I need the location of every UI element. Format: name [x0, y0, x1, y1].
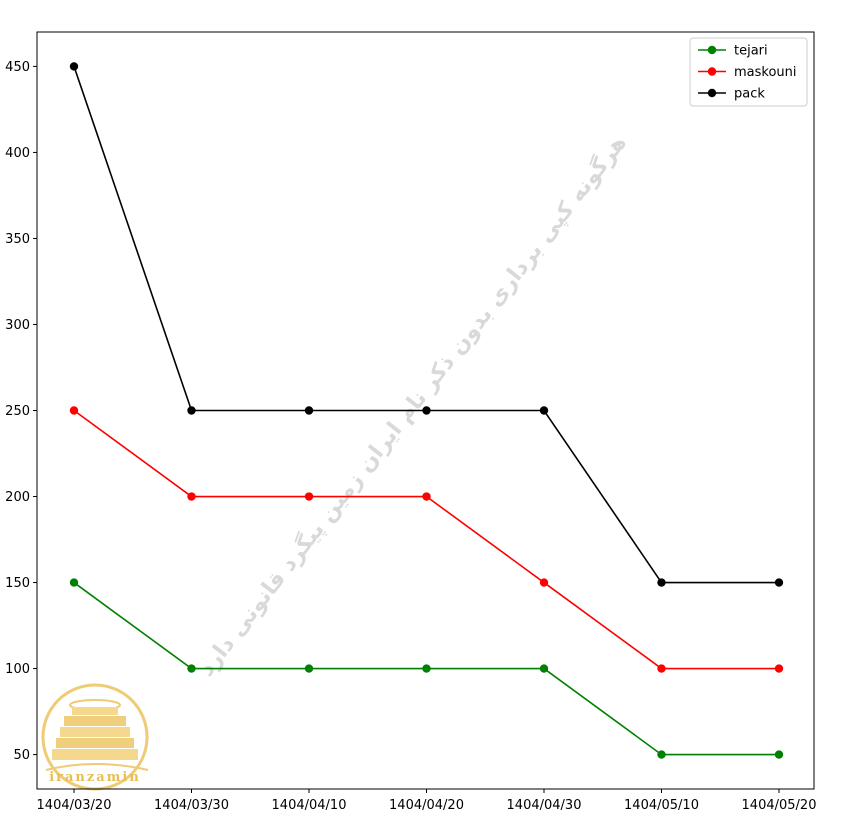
data-point-pack [539, 406, 549, 415]
data-point-maskouni [187, 492, 196, 501]
legend: tejari maskouni pack [689, 37, 808, 107]
data-point-tejari [774, 750, 784, 759]
y-tick-label: 450 [5, 60, 30, 75]
x-tick-label: 1404/04/20 [389, 798, 464, 813]
y-axis: 50 100 150 200 250 300 350 400 450 [5, 60, 37, 763]
data-point-pack [774, 578, 784, 587]
y-tick-label: 350 [5, 232, 30, 247]
legend-label-tejari: tejari [734, 44, 768, 59]
y-tick-label: 150 [5, 576, 30, 591]
data-point-maskouni [69, 406, 79, 415]
x-tick-label: 1404/05/20 [742, 798, 817, 813]
data-point-maskouni [539, 578, 549, 587]
legend-marker-pack [707, 88, 717, 98]
data-point-tejari [422, 664, 431, 673]
data-point-tejari [187, 664, 196, 673]
legend-label-maskouni: maskouni [734, 65, 797, 80]
x-tick-label: 1404/04/10 [272, 798, 347, 813]
data-point-pack [657, 578, 666, 587]
logo-building-foot [52, 749, 138, 760]
series-line-pack [73, 66, 779, 584]
data-point-pack [187, 406, 196, 415]
y-tick-label: 300 [5, 318, 30, 333]
y-tick-label: 50 [13, 748, 30, 763]
data-point-pack [422, 406, 431, 415]
y-tick-label: 250 [5, 404, 30, 419]
data-point-pack [69, 62, 79, 71]
data-point-maskouni [422, 492, 431, 501]
y-tick-label: 400 [5, 146, 30, 161]
data-point-tejari [304, 664, 314, 673]
legend-marker-tejari [707, 45, 717, 55]
x-tick-label: 1404/03/30 [154, 798, 229, 813]
data-point-maskouni [304, 492, 314, 501]
x-tick-label: 1404/03/20 [37, 798, 112, 813]
series-layer [69, 62, 784, 759]
logo-building-top [72, 707, 118, 715]
x-tick-label: 1404/04/30 [507, 798, 582, 813]
legend-marker-maskouni [707, 67, 717, 76]
logo-base-arc [45, 763, 149, 771]
legend-label-pack: pack [734, 87, 765, 102]
data-point-maskouni [657, 664, 666, 673]
logo-text: iranzamin [49, 770, 141, 785]
y-tick-label: 200 [5, 490, 30, 505]
logo-building-base [56, 738, 134, 748]
logo-building-lower [60, 727, 130, 737]
series-line-maskouni [73, 409, 779, 670]
logo-building-mid [64, 716, 126, 726]
y-tick-label: 100 [5, 662, 30, 677]
iranzamin-logo: iranzamin [41, 683, 149, 791]
legend-box [689, 37, 808, 107]
data-point-maskouni [774, 664, 784, 673]
data-point-tejari [539, 664, 549, 673]
data-point-tejari [69, 578, 79, 587]
data-point-pack [304, 406, 314, 415]
data-point-tejari [657, 750, 666, 759]
x-axis: 1404/03/20 1404/03/30 1404/04/10 1404/04/20… [37, 789, 817, 813]
x-tick-label: 1404/05/10 [624, 798, 699, 813]
